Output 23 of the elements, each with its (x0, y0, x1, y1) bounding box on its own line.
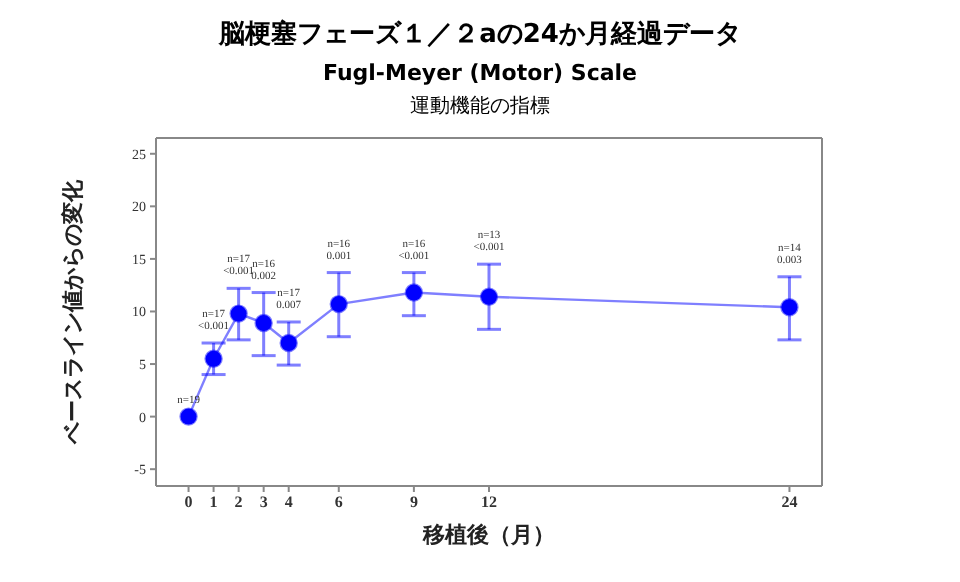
text: 運動機能の指標 (408, 93, 552, 122)
point (204, 349, 223, 368)
x-axis-title: 移植後（月） (421, 522, 555, 548)
point (254, 313, 273, 333)
x-tick-label: 6 (334, 493, 343, 512)
x-tick-label: 2 (234, 493, 243, 512)
point (780, 298, 799, 317)
point (279, 333, 298, 353)
x-tick-label: 1 (209, 493, 218, 512)
point (404, 283, 424, 302)
point (179, 407, 198, 426)
y-axis-title: ベースライン値からの変化 (59, 178, 86, 446)
chart-subtitle: Fugl-Meyer (Motor) Scale (320, 58, 640, 90)
point (329, 294, 348, 314)
point (229, 304, 248, 323)
x-tick-label: 3 (259, 493, 268, 512)
point (479, 287, 499, 306)
x-tick-label: 4 (284, 493, 293, 512)
x-tick-label: 12 (481, 493, 497, 512)
x-tick-label: 0 (184, 493, 193, 512)
chart-title: 脳梗塞フェーズ１／２aの24か月経過データ (216, 17, 743, 54)
x-tick-label: 24 (781, 493, 798, 512)
x-tick-label: 9 (409, 493, 418, 512)
